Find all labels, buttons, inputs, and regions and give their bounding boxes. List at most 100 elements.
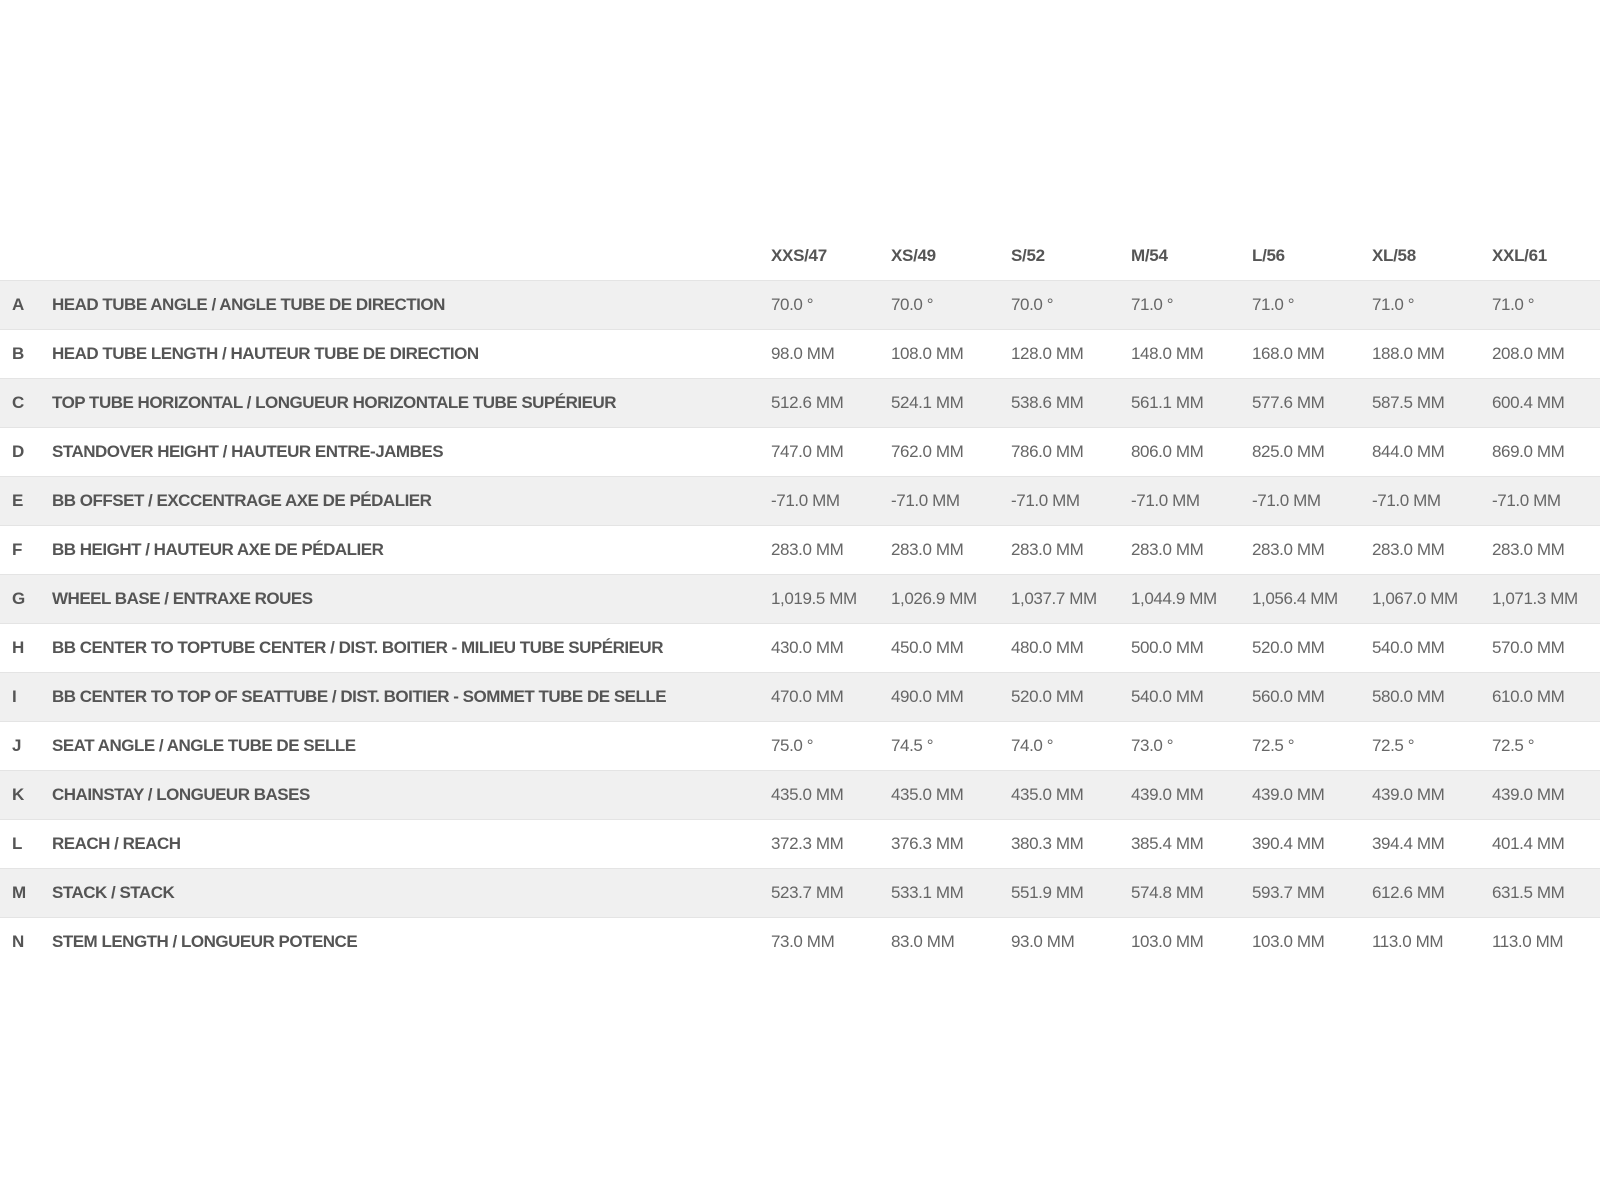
measurement-value: 74.5 ° (891, 721, 1011, 771)
measurement-value: 103.0 MM (1131, 917, 1252, 966)
row-letter: D (0, 427, 52, 477)
measurement-name: SEAT ANGLE / ANGLE TUBE DE SELLE (52, 721, 771, 771)
row-letter: I (0, 672, 52, 722)
table-row: H BB CENTER TO TOPTUBE CENTER / DIST. BOI… (0, 623, 1600, 673)
measurement-value: 74.0 ° (1011, 721, 1131, 771)
measurement-value: 825.0 MM (1252, 427, 1372, 477)
measurement-value: 439.0 MM (1252, 770, 1372, 820)
measurement-value: 533.1 MM (891, 868, 1011, 918)
measurement-value: 380.3 MM (1011, 819, 1131, 869)
size-header: XXS/47 (771, 246, 827, 265)
measurement-value: 168.0 MM (1252, 329, 1372, 379)
row-letter: A (0, 280, 52, 330)
measurement-value: 70.0 ° (771, 280, 891, 330)
measurement-value: 587.5 MM (1372, 378, 1492, 428)
measurement-value: 593.7 MM (1252, 868, 1372, 918)
measurement-value: 1,037.7 MM (1011, 574, 1131, 624)
measurement-name: TOP TUBE HORIZONTAL / LONGUEUR HORIZONTA… (52, 378, 771, 428)
measurement-value: 283.0 MM (1492, 525, 1600, 575)
measurement-value: -71.0 MM (1252, 476, 1372, 526)
measurement-value: 538.6 MM (1011, 378, 1131, 428)
size-header: XXL/61 (1492, 246, 1547, 265)
measurement-value: 73.0 MM (771, 917, 891, 966)
size-header: XL/58 (1372, 246, 1416, 265)
measurement-value: 612.6 MM (1372, 868, 1492, 918)
measurement-name: REACH / REACH (52, 819, 771, 869)
measurement-value: 551.9 MM (1011, 868, 1131, 918)
measurement-name: BB HEIGHT / HAUTEUR AXE DE PÉDALIER (52, 525, 771, 575)
size-header: L/56 (1252, 246, 1285, 265)
measurement-value: 430.0 MM (771, 623, 891, 673)
measurement-name: STEM LENGTH / LONGUEUR POTENCE (52, 917, 771, 966)
measurement-value: 75.0 ° (771, 721, 891, 771)
measurement-value: 439.0 MM (1372, 770, 1492, 820)
measurement-name: BB OFFSET / EXCCENTRAGE AXE DE PÉDALIER (52, 476, 771, 526)
measurement-value: 1,067.0 MM (1372, 574, 1492, 624)
table-row: F BB HEIGHT / HAUTEUR AXE DE PÉDALIER 283.… (0, 525, 1600, 575)
measurement-value: 600.4 MM (1492, 378, 1600, 428)
measurement-value: 72.5 ° (1492, 721, 1600, 771)
measurement-name: CHAINSTAY / LONGUEUR BASES (52, 770, 771, 820)
measurement-value: 113.0 MM (1492, 917, 1600, 966)
table-row: L REACH / REACH 372.3 MM 376.3 MM 380.3 MM 38… (0, 819, 1600, 869)
measurement-value: 283.0 MM (1372, 525, 1492, 575)
measurement-value: -71.0 MM (1131, 476, 1252, 526)
row-letter: K (0, 770, 52, 820)
measurement-value: 401.4 MM (1492, 819, 1600, 869)
measurement-value: 523.7 MM (771, 868, 891, 918)
measurement-value: 71.0 ° (1372, 280, 1492, 330)
measurement-value: 762.0 MM (891, 427, 1011, 477)
measurement-name: WHEEL BASE / ENTRAXE ROUES (52, 574, 771, 624)
measurement-value: 385.4 MM (1131, 819, 1252, 869)
row-letter: N (0, 917, 52, 966)
measurement-value: 1,056.4 MM (1252, 574, 1372, 624)
measurement-value: 574.8 MM (1131, 868, 1252, 918)
measurement-name: HEAD TUBE ANGLE / ANGLE TUBE DE DIRECTIO… (52, 280, 771, 330)
measurement-value: 524.1 MM (891, 378, 1011, 428)
measurement-value: 520.0 MM (1252, 623, 1372, 673)
measurement-value: 540.0 MM (1131, 672, 1252, 722)
measurement-value: 283.0 MM (771, 525, 891, 575)
table-row: J SEAT ANGLE / ANGLE TUBE DE SELLE 75.0 ° 7… (0, 721, 1600, 771)
row-letter: M (0, 868, 52, 918)
measurement-value: 208.0 MM (1492, 329, 1600, 379)
header-blank (0, 232, 52, 281)
row-letter: H (0, 623, 52, 673)
measurement-name: STANDOVER HEIGHT / HAUTEUR ENTRE-JAMBES (52, 427, 771, 477)
size-header: M/54 (1131, 246, 1168, 265)
table-row: N STEM LENGTH / LONGUEUR POTENCE 73.0 MM 83… (0, 917, 1600, 966)
measurement-value: 103.0 MM (1252, 917, 1372, 966)
row-letter: L (0, 819, 52, 869)
measurement-name: BB CENTER TO TOPTUBE CENTER / DIST. BOIT… (52, 623, 771, 673)
measurement-value: 283.0 MM (1252, 525, 1372, 575)
measurement-value: 283.0 MM (891, 525, 1011, 575)
measurement-value: 1,026.9 MM (891, 574, 1011, 624)
measurement-value: 1,044.9 MM (1131, 574, 1252, 624)
row-letter: G (0, 574, 52, 624)
table-row: G WHEEL BASE / ENTRAXE ROUES 1,019.5 MM 1,0… (0, 574, 1600, 624)
measurement-value: 283.0 MM (1131, 525, 1252, 575)
measurement-value: 73.0 ° (1131, 721, 1252, 771)
measurement-value: 70.0 ° (891, 280, 1011, 330)
measurement-name: BB CENTER TO TOP OF SEATTUBE / DIST. BOI… (52, 672, 771, 722)
row-letter: C (0, 378, 52, 428)
measurement-value: 450.0 MM (891, 623, 1011, 673)
size-header: XS/49 (891, 246, 936, 265)
row-letter: J (0, 721, 52, 771)
row-letter: E (0, 476, 52, 526)
measurement-value: 71.0 ° (1492, 280, 1600, 330)
measurement-value: 283.0 MM (1011, 525, 1131, 575)
measurement-value: 435.0 MM (1011, 770, 1131, 820)
measurement-name: STACK / STACK (52, 868, 771, 918)
table-row: A HEAD TUBE ANGLE / ANGLE TUBE DE DIRECTI… (0, 280, 1600, 330)
measurement-value: 580.0 MM (1372, 672, 1492, 722)
measurement-value: -71.0 MM (1372, 476, 1492, 526)
table-row: K CHAINSTAY / LONGUEUR BASES 435.0 MM 435.0… (0, 770, 1600, 820)
measurement-value: 108.0 MM (891, 329, 1011, 379)
header-blank (52, 232, 771, 281)
measurement-value: 500.0 MM (1131, 623, 1252, 673)
measurement-value: 1,071.3 MM (1492, 574, 1600, 624)
measurement-value: 439.0 MM (1131, 770, 1252, 820)
measurement-value: 372.3 MM (771, 819, 891, 869)
table-row: C TOP TUBE HORIZONTAL / LONGUEUR HORIZONT… (0, 378, 1600, 428)
